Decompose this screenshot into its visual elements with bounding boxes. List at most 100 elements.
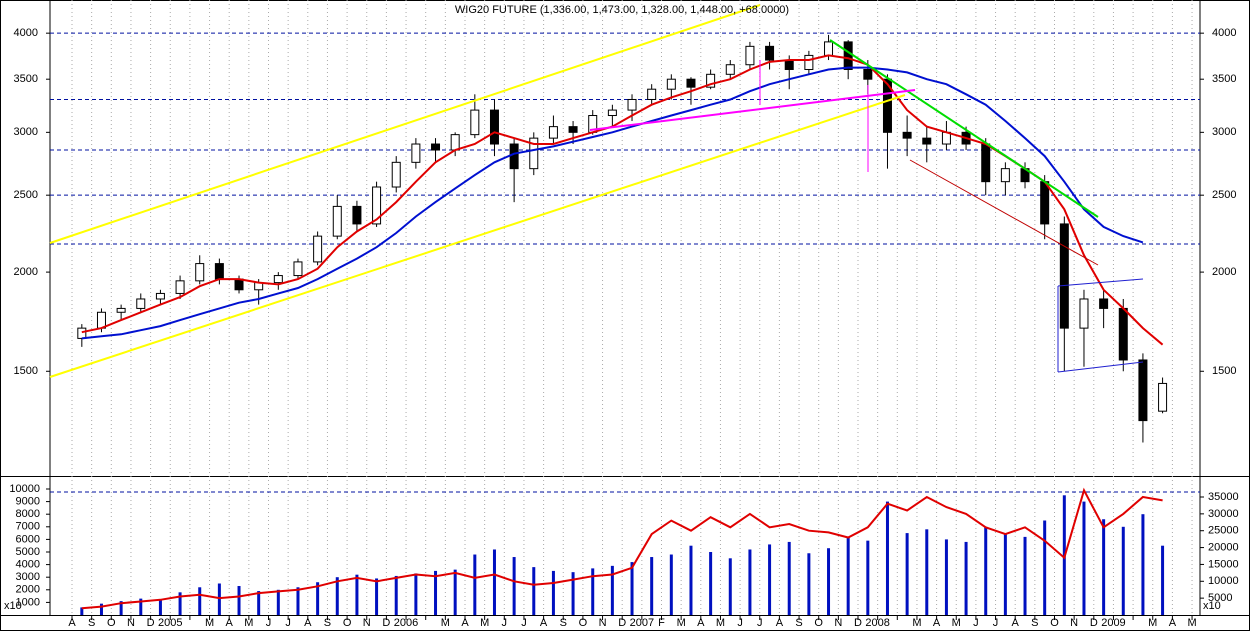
volume-bar (119, 601, 123, 615)
x-tick-label: A (1169, 617, 1177, 629)
x-tick-label: J (757, 617, 763, 629)
x-tick-label: O (1050, 617, 1059, 629)
volume-bar (630, 562, 634, 615)
x-tick-label: A (540, 617, 548, 629)
x-tick-label: 2007 (630, 617, 654, 629)
candle-body (568, 126, 578, 133)
volume-bar (453, 569, 457, 615)
y-tick-label: 4000 (16, 559, 40, 571)
volume-bar (178, 592, 182, 615)
trend-line (589, 89, 916, 131)
x-tick-label: S (560, 617, 567, 629)
x-tick-label: N (363, 617, 371, 629)
volume-bar (944, 539, 948, 615)
x-tick-label: D (1090, 617, 1098, 629)
volume-bar (571, 572, 575, 615)
candle-body (548, 126, 558, 139)
volume-bar (669, 554, 673, 615)
volume-bar (591, 568, 595, 615)
candle-body (1000, 168, 1010, 183)
x-tick-label: J (973, 617, 979, 629)
x-tick-label: M (912, 617, 921, 629)
volume-bar (375, 578, 379, 615)
candle-body (1138, 359, 1148, 422)
candle-body (313, 235, 323, 263)
y-tick-label: 2000 (16, 584, 40, 596)
volume-bar (1141, 514, 1145, 615)
trend-lines (49, 4, 1144, 378)
candle-body (470, 109, 480, 136)
volume-bar (1043, 520, 1047, 615)
x-tick-label: M (244, 617, 253, 629)
volume-bar (257, 591, 261, 615)
x-tick-label: O (579, 617, 588, 629)
trend-line (829, 39, 1099, 218)
y-tick-label: 8000 (16, 508, 40, 520)
volume-bar (650, 557, 654, 615)
volume-bar (689, 545, 693, 615)
x-tick-label: D (147, 617, 155, 629)
trend-line (49, 94, 906, 378)
candle-body (195, 263, 205, 282)
candle-body (77, 327, 87, 339)
volume-bar (512, 557, 516, 615)
volume-bar (394, 575, 398, 615)
candle-body (863, 68, 873, 80)
volume-bar (807, 553, 811, 615)
trend-line (1057, 278, 1144, 287)
x-tick-label: S (1031, 617, 1038, 629)
x-tick-label: A (697, 617, 705, 629)
candle-body (922, 137, 932, 145)
candle-body (96, 311, 106, 329)
x-tick-label: A (304, 617, 312, 629)
volume-bar (492, 549, 496, 615)
trend-line (909, 159, 1099, 266)
y2-tick-label: 20000 (1208, 541, 1239, 553)
volume-bar (1102, 519, 1106, 615)
x-tick-label: D (618, 617, 626, 629)
candle-body (214, 263, 224, 280)
volume-bar (984, 526, 988, 615)
candle-body (784, 59, 794, 70)
y-tick-label: 7000 (16, 521, 40, 533)
x-tick-label: M (480, 617, 489, 629)
y-tick-label: 2500 (1212, 189, 1236, 201)
volume-bar (925, 529, 929, 615)
x-tick-label: M (1148, 617, 1157, 629)
candle-body (1099, 298, 1109, 309)
x-tick-label: J (266, 617, 272, 629)
volume-bar (532, 567, 536, 615)
volume-bar (610, 565, 614, 615)
y-tick-label: 6000 (16, 533, 40, 545)
volume-bar (1121, 526, 1125, 615)
candle-body (155, 292, 165, 300)
volume-bar (885, 501, 889, 615)
y2-tick-label: 10000 (1208, 575, 1239, 587)
volume-bar (1082, 501, 1086, 615)
trend-line (1057, 361, 1144, 373)
volume-bar (473, 554, 477, 615)
candle-body (804, 54, 814, 70)
candle-body (725, 64, 735, 75)
x-tick-label: O (107, 617, 116, 629)
candle-body (489, 109, 499, 145)
volume-bar (139, 598, 143, 615)
x-tick-label: S (324, 617, 331, 629)
x-tick-label: N (1070, 617, 1078, 629)
x-tick-label: O (343, 617, 352, 629)
x-tick-label: J (285, 617, 291, 629)
candle-body (509, 143, 519, 170)
y-tick-label: 3500 (1212, 73, 1236, 85)
x-tick-label: D (382, 617, 390, 629)
volume-bar (551, 570, 555, 615)
y-tick-label: 2000 (1212, 266, 1236, 278)
volume-bar (316, 582, 320, 615)
candle-body (981, 143, 991, 183)
y-tick-label: 10000 (9, 483, 40, 495)
x-tick-label: A (68, 617, 76, 629)
volume-bar (296, 587, 300, 615)
y2-tick-label: 5000 (1208, 592, 1232, 604)
y-tick-label: 9000 (16, 496, 40, 508)
volume-bar (99, 603, 103, 615)
x-tick-label: M (677, 617, 686, 629)
